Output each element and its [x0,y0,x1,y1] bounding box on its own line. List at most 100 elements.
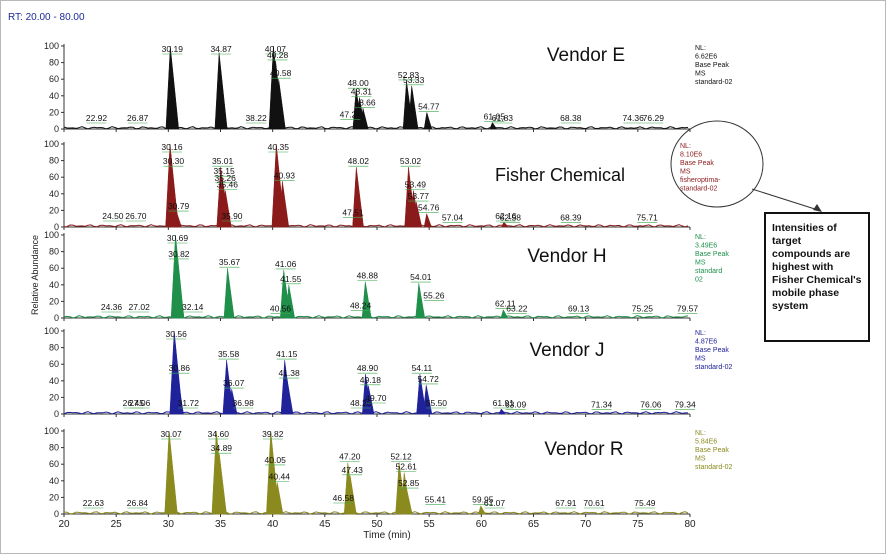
y-axis-title: Relative Abundance [30,235,40,315]
nl-info-line: standard-02 [695,364,732,371]
peak-label: 52.61 [396,462,418,472]
peak-label: 40.58 [270,68,292,78]
highlight-ellipse [670,120,764,208]
peak-label: 55.50 [426,398,448,408]
x-tick-label: 45 [319,519,331,530]
peak-mark [273,482,284,515]
y-tick-label: 100 [44,41,59,51]
nl-info-line: 6.62E6 [695,54,717,61]
y-tick-label: 60 [49,263,59,273]
nl-info-line: NL: [695,45,706,52]
vendor-name: Vendor E [547,45,625,66]
peak-label: 52.83 [398,70,420,80]
peak-mark [173,212,182,228]
peak-mark [498,408,507,415]
peak-label: 40.28 [267,50,289,60]
peak-label: 40.56 [270,304,292,314]
peak-label: 31.72 [178,398,200,408]
vendor-name: Vendor R [544,439,623,460]
peak-label: 54.01 [410,272,432,282]
nl-info-line: standard-02 [695,464,732,471]
peak-label: 22.92 [86,113,108,123]
peak-mark [164,430,178,515]
peak-mark [501,221,509,228]
peak-label: 48.66 [354,97,376,107]
peak-mark [423,112,433,130]
peak-label: 48.00 [347,78,369,88]
peak-label: 61.07 [484,498,506,508]
peak-mark [285,284,295,319]
nl-info-line: Base Peak [695,62,729,69]
peak-label: 35.46 [217,180,239,190]
y-tick-label: 100 [44,139,59,149]
peak-label: 69.13 [568,304,590,314]
peak-label: 59.95 [472,495,494,505]
peak-label: 54.11 [412,363,433,373]
peak-mark [360,108,369,130]
peak-label: 22.63 [83,498,105,508]
x-tick-label: 80 [684,519,696,530]
peak-label: 24.50 [102,211,124,221]
peak-label: 40.05 [265,455,287,465]
y-tick-label: 60 [49,74,59,84]
peak-mark [415,283,426,319]
peak-label: 30.19 [162,44,184,54]
nl-info-line: 3.49E6 [695,243,717,250]
nl-info-line: NL: [695,330,706,337]
nl-info-line: NL: [695,430,706,437]
nl-info-line: NL: [680,143,691,150]
peak-mark [214,52,228,130]
peak-label: 39.82 [262,429,284,439]
peak-label: 36.98 [233,398,255,408]
y-tick-label: 60 [49,172,59,182]
peak-label: 41.15 [276,349,298,359]
peak-label: 35.15 [213,166,235,176]
peak-label: 49.70 [365,393,387,403]
peak-label: 55.41 [425,495,447,505]
peak-label: 48.31 [351,87,373,97]
peak-label: 62.58 [500,213,522,223]
peak-label: 35.01 [212,156,234,166]
vendor-name: Vendor H [527,246,606,267]
peak-label: 24.36 [101,302,123,312]
baseline-noise [63,315,689,319]
peak-label: 26.70 [125,211,147,221]
peak-label: 30.07 [160,429,182,439]
peak-label: 26.45 [123,398,145,408]
callout-arrowhead [813,204,822,212]
peak-label: 68.39 [560,213,582,223]
y-tick-label: 0 [54,124,59,134]
peak-label: 48.26 [350,398,372,408]
y-tick-label: 40 [49,280,59,290]
x-tick-label: 75 [632,519,644,530]
peak-mark [403,489,413,515]
peak-mark [423,384,433,415]
x-tick-label: 35 [215,519,227,530]
nl-info-line: MS [695,456,706,463]
y-tick-label: 0 [54,222,59,232]
peak-label: 46.58 [333,493,355,503]
peak-label: 54.72 [418,374,440,384]
peak-label: 26.87 [127,113,149,123]
x-tick-label: 40 [267,519,279,530]
peak-label: 54.77 [418,101,440,111]
peak-label: 48.24 [350,300,372,310]
peak-label: 76.06 [640,400,662,410]
nl-info-line: fisheroptima- [680,177,721,184]
nl-info-line: MS [695,356,706,363]
peak-label: 57.04 [442,213,464,223]
callout-box: Intensities of target compounds are high… [764,212,870,342]
peak-mark [274,79,286,130]
peak-label: 48.02 [348,156,370,166]
y-tick-label: 100 [44,426,59,436]
y-tick-label: 0 [54,509,59,519]
peak-label: 75.71 [637,213,659,223]
peak-label: 68.38 [560,113,582,123]
peak-label: 47.20 [339,452,361,462]
peak-label: 35.58 [218,349,240,359]
peak-label: 30.16 [161,142,183,152]
peak-label: 38.22 [245,113,267,123]
callout-arrow-line [751,188,819,211]
